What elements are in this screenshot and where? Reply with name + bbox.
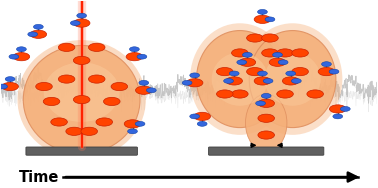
Circle shape bbox=[73, 56, 90, 64]
FancyBboxPatch shape bbox=[26, 147, 138, 155]
Circle shape bbox=[51, 118, 67, 126]
Circle shape bbox=[197, 121, 207, 126]
Circle shape bbox=[66, 127, 82, 135]
Circle shape bbox=[277, 90, 293, 98]
Circle shape bbox=[130, 47, 139, 52]
Circle shape bbox=[137, 54, 147, 59]
Circle shape bbox=[217, 67, 233, 76]
Circle shape bbox=[262, 49, 278, 57]
Text: Time: Time bbox=[19, 170, 59, 185]
Circle shape bbox=[146, 88, 156, 93]
Ellipse shape bbox=[190, 23, 290, 135]
Circle shape bbox=[34, 24, 43, 29]
Circle shape bbox=[229, 71, 239, 76]
Circle shape bbox=[329, 69, 339, 74]
Circle shape bbox=[139, 80, 149, 85]
Ellipse shape bbox=[197, 31, 283, 128]
Circle shape bbox=[81, 127, 98, 135]
Circle shape bbox=[96, 118, 113, 126]
Circle shape bbox=[277, 49, 293, 57]
Circle shape bbox=[265, 17, 275, 22]
Circle shape bbox=[194, 112, 211, 121]
Ellipse shape bbox=[44, 62, 119, 122]
Circle shape bbox=[242, 52, 252, 57]
Circle shape bbox=[262, 34, 278, 42]
Circle shape bbox=[124, 120, 141, 128]
Circle shape bbox=[333, 114, 343, 119]
Circle shape bbox=[224, 79, 234, 83]
Circle shape bbox=[282, 77, 299, 85]
Circle shape bbox=[286, 71, 296, 76]
Circle shape bbox=[43, 97, 60, 106]
Circle shape bbox=[322, 62, 332, 67]
Circle shape bbox=[226, 77, 242, 85]
Circle shape bbox=[217, 90, 233, 98]
Circle shape bbox=[128, 129, 138, 134]
Circle shape bbox=[273, 52, 282, 57]
Circle shape bbox=[104, 97, 120, 106]
Circle shape bbox=[2, 82, 19, 91]
Circle shape bbox=[292, 67, 308, 76]
Circle shape bbox=[232, 90, 248, 98]
Circle shape bbox=[88, 75, 105, 83]
Circle shape bbox=[307, 90, 324, 98]
Circle shape bbox=[239, 58, 256, 66]
Circle shape bbox=[5, 77, 15, 81]
Circle shape bbox=[330, 105, 346, 113]
Circle shape bbox=[73, 96, 90, 104]
Ellipse shape bbox=[212, 52, 268, 106]
Circle shape bbox=[126, 53, 143, 61]
Circle shape bbox=[182, 80, 192, 85]
Ellipse shape bbox=[23, 45, 140, 154]
Circle shape bbox=[254, 15, 271, 24]
Ellipse shape bbox=[245, 94, 287, 152]
Circle shape bbox=[0, 84, 8, 89]
Circle shape bbox=[257, 9, 267, 14]
Circle shape bbox=[232, 49, 248, 57]
Circle shape bbox=[73, 19, 90, 27]
Circle shape bbox=[36, 82, 52, 91]
Circle shape bbox=[17, 47, 26, 52]
Ellipse shape bbox=[249, 31, 336, 128]
Ellipse shape bbox=[243, 23, 342, 135]
Circle shape bbox=[258, 99, 274, 107]
Circle shape bbox=[256, 101, 265, 106]
Circle shape bbox=[190, 114, 200, 119]
Ellipse shape bbox=[265, 52, 321, 106]
Circle shape bbox=[291, 79, 301, 83]
Circle shape bbox=[261, 93, 271, 98]
Circle shape bbox=[9, 54, 19, 59]
Circle shape bbox=[30, 30, 46, 38]
Circle shape bbox=[278, 60, 288, 65]
Circle shape bbox=[254, 77, 271, 85]
Circle shape bbox=[136, 86, 152, 94]
Circle shape bbox=[13, 53, 30, 61]
FancyBboxPatch shape bbox=[209, 147, 324, 155]
Circle shape bbox=[111, 82, 128, 91]
Circle shape bbox=[88, 43, 105, 52]
Circle shape bbox=[258, 131, 274, 139]
Circle shape bbox=[292, 49, 308, 57]
Circle shape bbox=[70, 21, 80, 26]
Circle shape bbox=[246, 34, 263, 42]
Circle shape bbox=[258, 114, 274, 122]
Circle shape bbox=[263, 79, 273, 83]
Ellipse shape bbox=[17, 40, 146, 159]
Circle shape bbox=[269, 58, 286, 66]
Circle shape bbox=[28, 32, 37, 37]
Circle shape bbox=[246, 67, 263, 76]
Circle shape bbox=[257, 71, 267, 76]
Circle shape bbox=[77, 13, 87, 18]
Circle shape bbox=[58, 75, 75, 83]
Circle shape bbox=[341, 107, 350, 111]
Circle shape bbox=[58, 43, 75, 52]
Circle shape bbox=[135, 121, 145, 126]
Circle shape bbox=[318, 67, 335, 76]
Circle shape bbox=[186, 79, 203, 87]
Circle shape bbox=[237, 60, 246, 65]
Circle shape bbox=[190, 73, 200, 78]
